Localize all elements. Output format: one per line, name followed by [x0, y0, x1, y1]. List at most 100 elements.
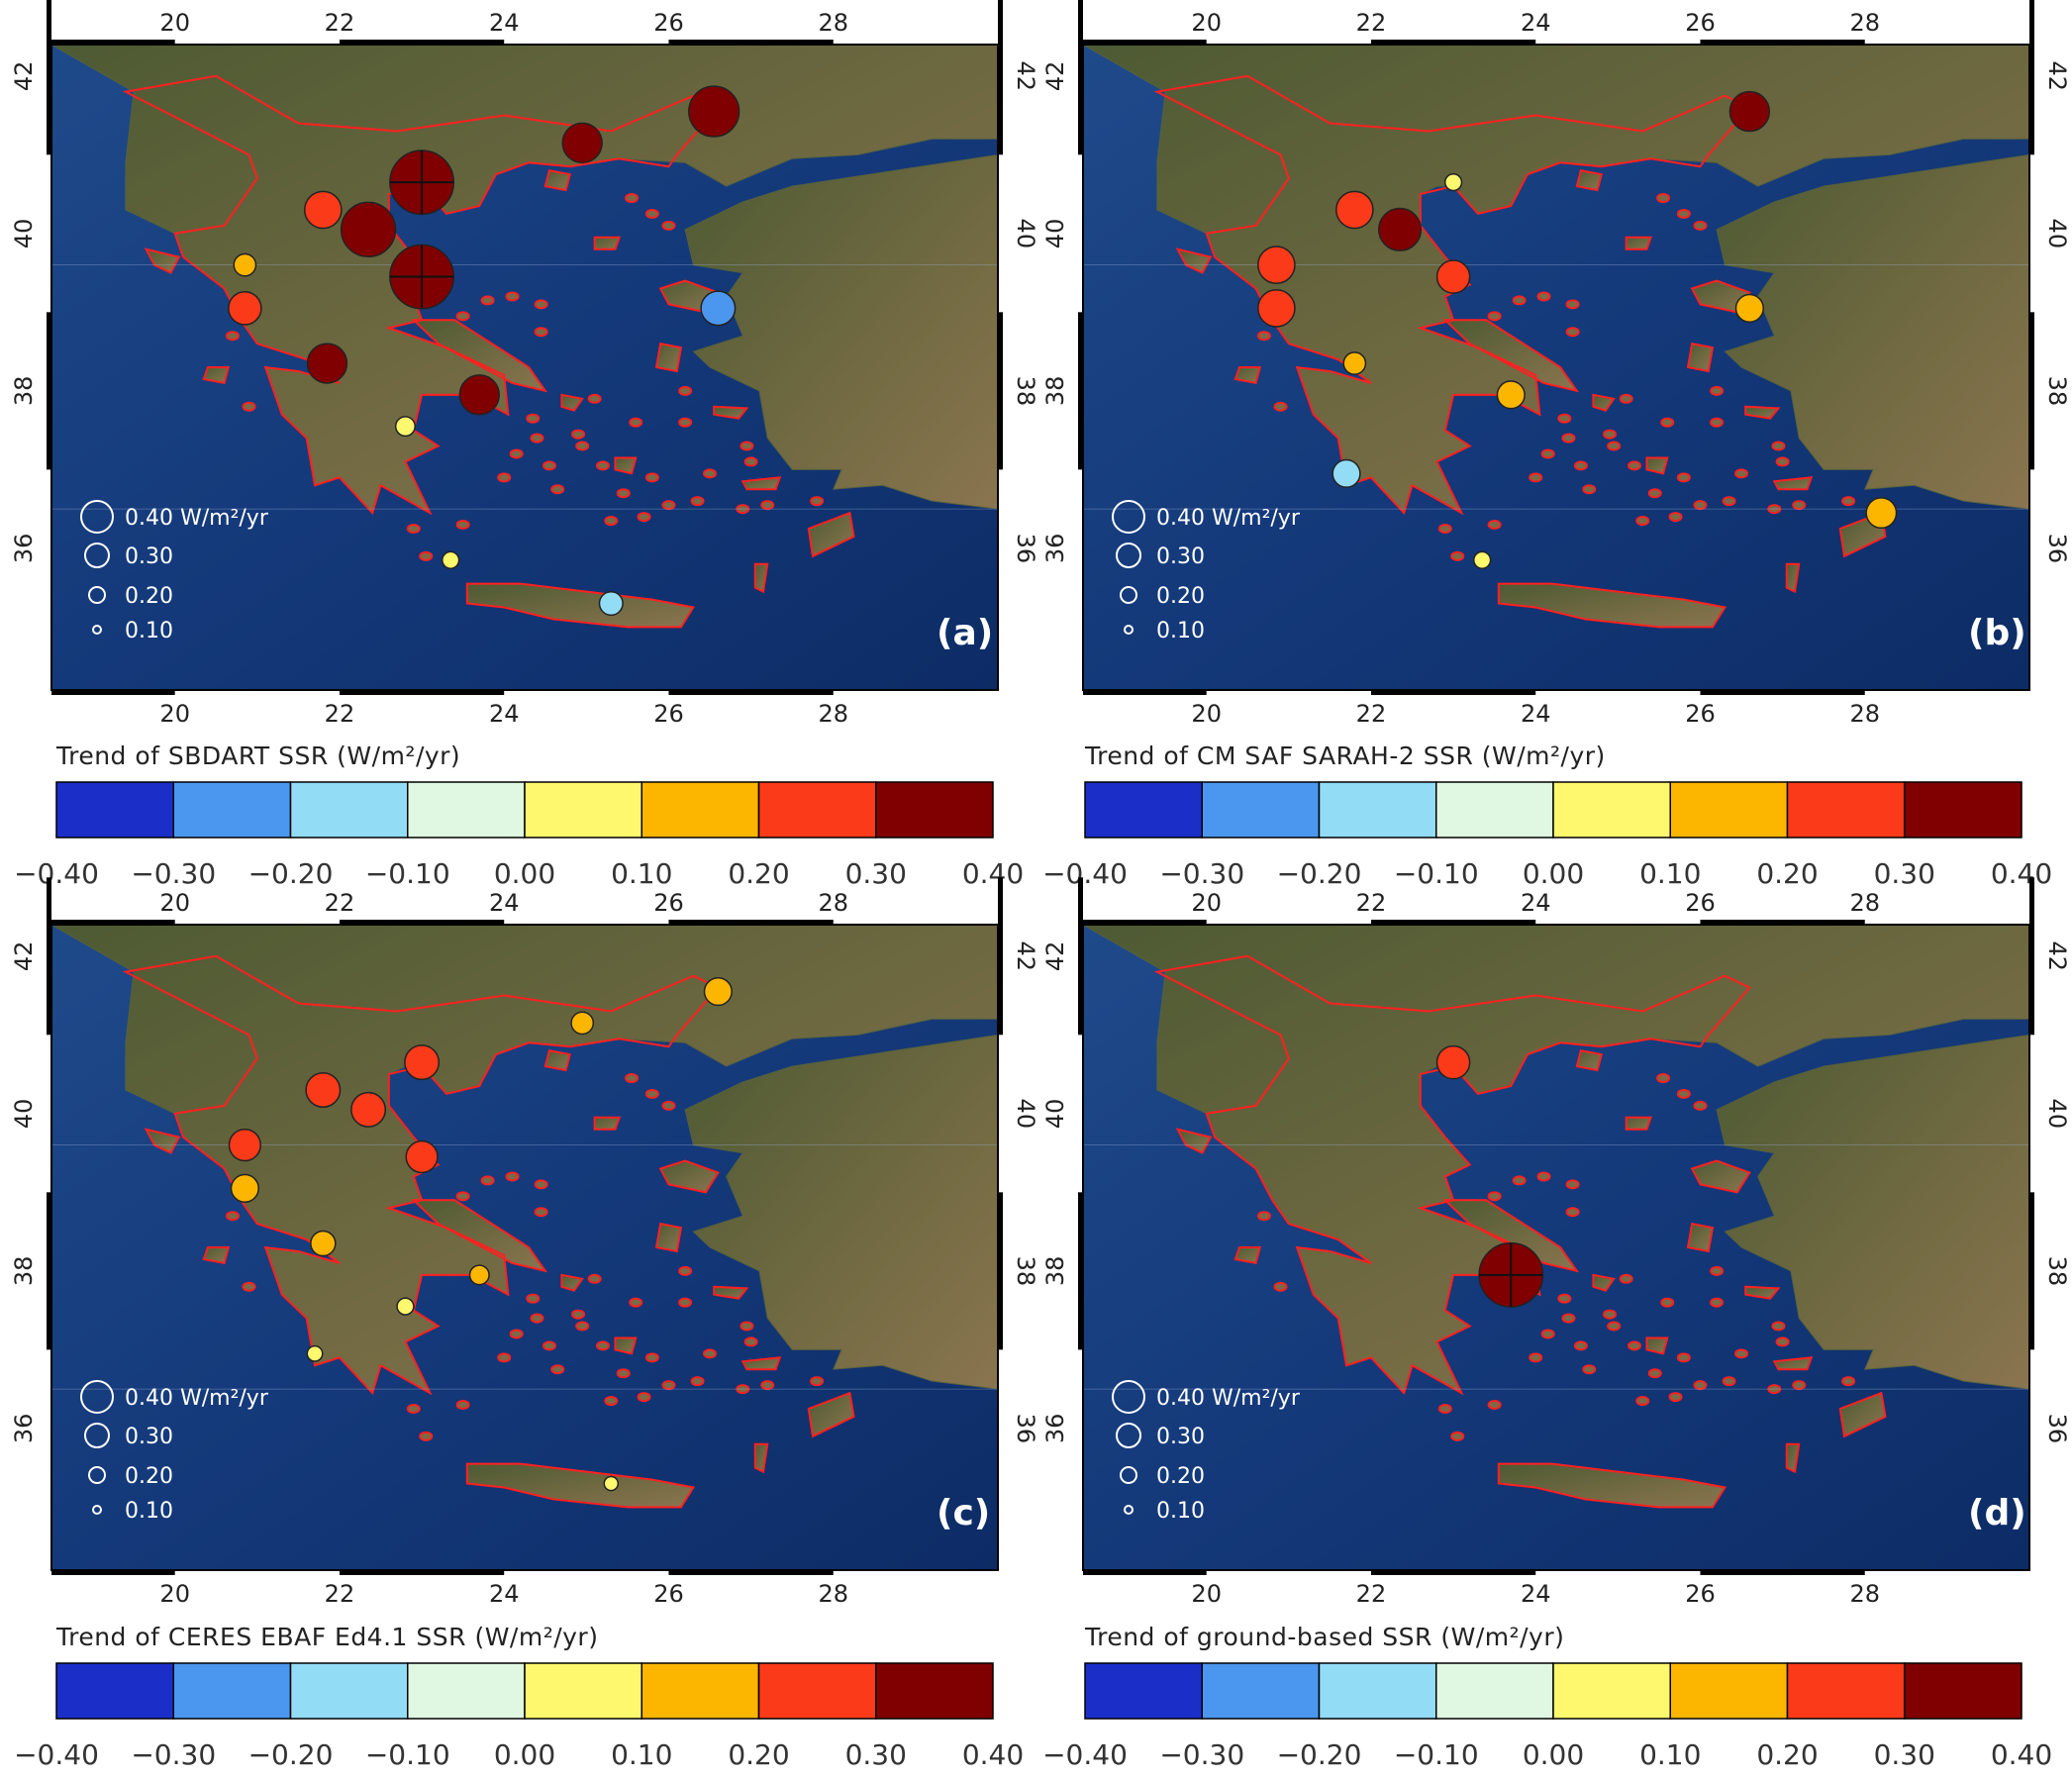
island-border [1175, 1128, 1213, 1154]
island-speck [1450, 550, 1465, 561]
lon-tick-bottom: 22 [1356, 700, 1387, 728]
island-border [1592, 1273, 1616, 1292]
station-circle [350, 1091, 387, 1128]
island-speck [743, 456, 758, 467]
colorbar-tick: 0.00 [1523, 1738, 1584, 1771]
legend-circle [1112, 500, 1145, 534]
island-border [740, 476, 782, 491]
island-speck [1603, 1309, 1618, 1320]
island-speck [1512, 1175, 1527, 1186]
station-marker [1342, 351, 1367, 375]
legend-label: 0.20 [125, 1464, 173, 1489]
frame-bar [2029, 312, 2034, 470]
lon-tick-top: 24 [489, 889, 520, 917]
island-border [1686, 1222, 1715, 1253]
legend-label: 0.10 [125, 1499, 173, 1524]
lon-tick-top: 26 [1685, 889, 1716, 917]
island-border [1785, 562, 1801, 594]
colorbar-tick: −0.30 [131, 857, 216, 890]
station-marker [458, 374, 500, 416]
island-speck [760, 500, 775, 511]
station-marker [404, 1044, 441, 1081]
island-speck [1512, 295, 1527, 306]
frame-bar [51, 1570, 175, 1575]
station-marker [1332, 458, 1361, 488]
greece-border [122, 954, 720, 1396]
legend-label: 0.40 W/m²/yr [125, 506, 269, 531]
colorbar-tick: −0.10 [365, 857, 450, 890]
lon-tick-bottom: 26 [1685, 1580, 1716, 1608]
lat-tick-right: 40 [1012, 219, 1039, 249]
island-speck [1647, 1368, 1662, 1379]
island-speck [678, 1297, 693, 1308]
island-speck [1487, 520, 1502, 531]
colorbar-tick: 0.10 [1639, 857, 1701, 890]
frame-bar [1370, 920, 1536, 925]
colorbar-tick: 0.30 [845, 1738, 907, 1771]
station-marker [703, 976, 733, 1007]
legend-circle [84, 1423, 110, 1448]
island-border [411, 1199, 548, 1273]
island-border [560, 393, 584, 412]
station-circle [340, 201, 397, 258]
island-speck [1647, 488, 1662, 499]
lat-tick-left: 40 [10, 1099, 38, 1130]
island-speck [604, 1396, 619, 1407]
island-speck [637, 512, 651, 523]
lon-tick-bottom: 24 [489, 700, 520, 728]
station-marker [561, 122, 603, 164]
lon-tick-top: 22 [1356, 889, 1387, 917]
island-border [1838, 1391, 1887, 1438]
colorbar-tick: 0.20 [1756, 857, 1818, 890]
colorbar-swatch [1786, 781, 1906, 839]
island-speck [505, 291, 520, 302]
colorbar-swatch [1201, 781, 1321, 839]
island-speck [703, 468, 718, 479]
island-speck [1635, 1396, 1650, 1407]
lat-tick-left: 38 [1041, 1256, 1069, 1287]
colorbar-tick: 0.40 [962, 857, 1024, 890]
colorbar: −0.40 −0.30 −0.20 −0.10 0.00 0.10 0.20 0.30 0.40 [14, 1662, 1024, 1771]
station-marker [303, 190, 343, 230]
island-speck [505, 1171, 520, 1182]
lat-tick-left: 42 [10, 61, 38, 92]
legend-label: 0.30 [125, 1425, 173, 1449]
colorbar-swatch [1318, 1662, 1437, 1720]
legend-circle [80, 500, 114, 534]
island-speck [1607, 441, 1622, 451]
station-marker [306, 343, 348, 384]
colorbar-swatch [1669, 1662, 1789, 1720]
frame-bar [1700, 1570, 1865, 1575]
island-speck [661, 1380, 676, 1391]
island-speck [497, 1352, 512, 1363]
lon-tick-top: 24 [1521, 889, 1551, 917]
island-speck [419, 1431, 434, 1441]
lon-tick-bottom: 26 [653, 1580, 684, 1608]
island-speck [419, 550, 434, 561]
island-speck [1693, 220, 1708, 231]
panel-label: (b) [1968, 613, 2026, 653]
island-speck [1529, 1352, 1543, 1363]
station-marker [442, 550, 460, 569]
island-speck [1573, 1340, 1588, 1351]
panel-label: (d) [1968, 1493, 2026, 1533]
frame-bar [1083, 690, 1207, 695]
colorbar-title: Trend of SBDART SSR (W/m²/yr) [55, 742, 460, 770]
station-marker [228, 291, 262, 326]
legend-label: 0.10 [125, 619, 173, 643]
station-circle [700, 290, 737, 327]
panel-a: 0.40 W/m²/yr 0.30 0.20 0.10 (a) 20 20 22 22 24 24 2… [10, 0, 1039, 890]
island-border [1772, 476, 1814, 491]
island-speck [690, 496, 705, 507]
frame-bar [1700, 690, 1865, 695]
island-border [740, 1356, 782, 1371]
colorbar-tick: −0.40 [14, 1738, 99, 1771]
colorbar: −0.40 −0.30 −0.20 −0.10 0.00 0.10 0.20 0.30 0.40 [1042, 781, 2052, 890]
legend-circle [1120, 586, 1137, 604]
colorbar-tick: −0.10 [1394, 857, 1479, 890]
frame-bar [1078, 0, 1083, 155]
island-speck [703, 1348, 718, 1359]
island-speck [1676, 208, 1691, 219]
station-marker [396, 1297, 415, 1316]
island-speck [1841, 1376, 1856, 1387]
